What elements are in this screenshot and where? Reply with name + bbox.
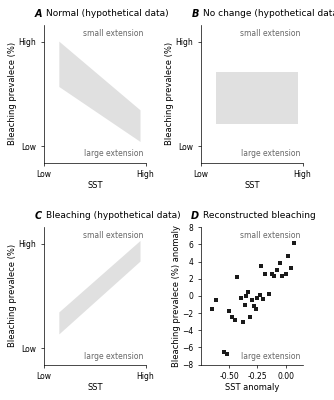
Y-axis label: Bleaching prevalece (%): Bleaching prevalece (%) bbox=[165, 42, 174, 146]
Text: A: A bbox=[35, 9, 42, 19]
Text: large extension: large extension bbox=[84, 150, 144, 158]
Point bbox=[258, 263, 264, 269]
Polygon shape bbox=[59, 241, 141, 334]
Point bbox=[252, 303, 257, 310]
Point bbox=[270, 271, 275, 278]
Point bbox=[240, 318, 245, 325]
Text: small extension: small extension bbox=[83, 231, 144, 240]
Polygon shape bbox=[59, 42, 141, 142]
Text: C: C bbox=[35, 211, 42, 221]
Y-axis label: Bleaching prevalece (%) anomaly: Bleaching prevalece (%) anomaly bbox=[172, 225, 181, 367]
Point bbox=[224, 351, 230, 358]
Point bbox=[277, 260, 283, 266]
Point bbox=[285, 253, 291, 260]
Text: Bleaching (hypothetical data): Bleaching (hypothetical data) bbox=[46, 211, 181, 220]
Text: small extension: small extension bbox=[240, 29, 301, 38]
Text: D: D bbox=[191, 211, 199, 221]
Text: large extension: large extension bbox=[84, 352, 144, 360]
Text: No change (hypothetical data): No change (hypothetical data) bbox=[203, 9, 334, 18]
Point bbox=[272, 273, 277, 279]
Point bbox=[283, 271, 288, 278]
X-axis label: SST: SST bbox=[87, 383, 103, 392]
Point bbox=[247, 314, 252, 320]
Point bbox=[242, 301, 248, 308]
Y-axis label: Bleaching prevalece (%): Bleaching prevalece (%) bbox=[8, 244, 17, 348]
Point bbox=[274, 267, 279, 273]
Point bbox=[234, 274, 240, 280]
Point bbox=[249, 297, 255, 304]
Point bbox=[291, 240, 296, 246]
Point bbox=[238, 294, 243, 301]
Point bbox=[289, 265, 294, 272]
Point bbox=[229, 314, 234, 320]
Point bbox=[221, 348, 226, 355]
Point bbox=[254, 306, 259, 312]
X-axis label: SST: SST bbox=[244, 180, 260, 190]
Text: large extension: large extension bbox=[241, 150, 301, 158]
X-axis label: SST anomaly: SST anomaly bbox=[225, 383, 279, 392]
Point bbox=[227, 308, 232, 314]
Point bbox=[243, 293, 249, 299]
Text: B: B bbox=[192, 9, 199, 19]
Point bbox=[263, 271, 268, 278]
X-axis label: SST: SST bbox=[87, 180, 103, 190]
Point bbox=[280, 273, 285, 279]
Text: small extension: small extension bbox=[83, 29, 144, 38]
Text: Normal (hypothetical data): Normal (hypothetical data) bbox=[46, 9, 169, 18]
Polygon shape bbox=[216, 72, 298, 124]
Text: Reconstructed bleaching: Reconstructed bleaching bbox=[203, 211, 316, 220]
Point bbox=[255, 294, 260, 301]
Point bbox=[266, 291, 272, 298]
Point bbox=[210, 306, 215, 312]
Point bbox=[257, 292, 263, 298]
Point bbox=[261, 295, 266, 302]
Y-axis label: Bleaching prevalece (%): Bleaching prevalece (%) bbox=[8, 42, 17, 146]
Point bbox=[213, 297, 218, 304]
Text: small extension: small extension bbox=[240, 231, 301, 240]
Point bbox=[246, 288, 251, 295]
Text: large extension: large extension bbox=[241, 352, 301, 360]
Point bbox=[232, 317, 237, 323]
